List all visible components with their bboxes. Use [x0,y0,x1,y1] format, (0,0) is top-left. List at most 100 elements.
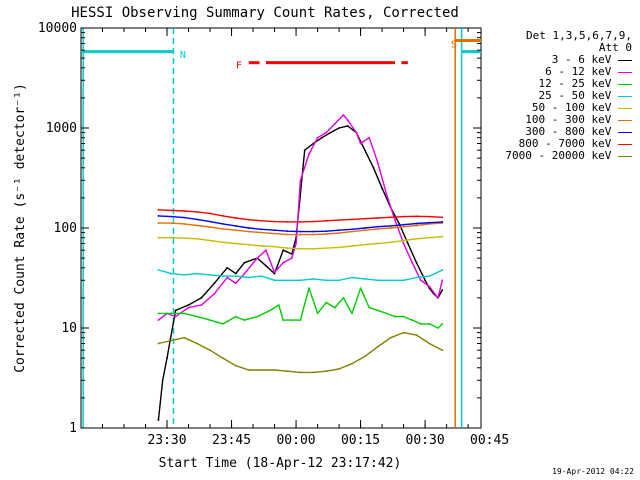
series-point [222,241,224,244]
y-tick-label: 100 [54,221,77,236]
series-point [234,315,237,318]
series-point [247,276,250,279]
series-point [303,149,306,152]
series-point [437,327,439,329]
series-point [209,212,211,215]
series-point [183,237,186,240]
series-point [222,323,224,325]
series-point [316,136,319,139]
series-point [282,261,285,264]
series-point [312,220,315,223]
series-point [286,279,289,282]
series-point [286,230,289,233]
series-point [157,208,160,211]
legend-item-label: 12 - 25 keV [538,77,618,90]
series-point [170,312,173,315]
series-point [441,349,444,352]
series-point [209,220,211,223]
series-point [394,219,396,222]
series-point [157,215,160,217]
series-point [338,232,340,235]
legend-swatch [618,119,632,121]
series-point [170,215,173,218]
series-point [174,309,177,312]
series-point [273,232,276,235]
series-point [157,236,160,239]
series-point [183,210,186,212]
series-point [226,276,229,279]
footer-timestamp: 19-Apr-2012 04:22 [552,467,634,476]
series-point [325,131,328,134]
legend-swatch [618,95,632,97]
series-point [437,297,439,299]
series-point [256,257,259,259]
series-point [411,261,414,264]
series-point [196,224,199,227]
series-point [234,229,237,232]
legend-header-line-1: Det 1,3,5,6,7,9, [526,29,632,42]
series-point [222,275,224,277]
series-point [299,230,302,233]
series-line [157,125,443,421]
series-point [346,125,349,127]
series-point [286,233,289,236]
series-point [338,246,340,249]
legend-items: 3 - 6 keV 6 - 12 keV 12 - 25 keV 25 - 50… [472,54,632,162]
series-point [265,249,267,252]
series-point [286,221,289,223]
chart-title: HESSI Observing Summary Count Rates, Cor… [71,5,459,21]
series-point [299,319,302,321]
series-point [364,243,366,246]
series-point [316,312,319,315]
series-point [234,272,237,275]
series-point [325,279,328,282]
series-point [364,355,366,358]
plot-frame [80,27,482,429]
series-point [428,342,431,345]
series-point [170,222,173,225]
series-point [402,279,405,282]
series-point [359,142,362,145]
series-point [428,215,431,218]
series-point [234,282,237,285]
state-annotation: F [236,61,242,72]
state-annotation: S [451,39,457,50]
state-vertical-lines [82,28,463,428]
series-point [385,192,388,195]
series-point [333,306,336,309]
series-point [312,233,315,236]
series-point [441,323,444,325]
series-point [183,223,186,225]
series-point [428,285,431,288]
series-point [183,336,186,339]
series-point [428,236,431,239]
series-point [213,282,216,285]
series-point [209,319,211,321]
series-point [234,217,237,219]
series-point [277,304,280,306]
series-point [376,228,379,230]
series-point [187,304,190,306]
y-tick-label: 1 [69,421,77,436]
series-point [376,345,379,348]
series-point [325,370,328,373]
series-point [351,230,353,233]
series-point [273,271,276,274]
series-point [346,119,349,121]
series-point [187,306,190,309]
series-point [196,342,199,345]
series-point [196,218,199,221]
series-point [389,227,392,229]
legend-header-line-2: Att 0 [598,41,632,54]
series-point [325,233,328,235]
series-point [234,242,237,245]
series-point [402,215,405,218]
y-axis-label: Corrected Count Rate (s⁻¹ detector⁻¹) [13,83,28,373]
series-point [209,274,211,276]
series-point [157,419,160,421]
series-point [256,315,259,318]
x-axis-label: Start Time (18-Apr-12 23:17:42) [159,456,402,471]
y-axis: 1 10 100 1000 10000 [38,21,481,436]
series-point [157,269,160,271]
series-line [158,269,443,281]
